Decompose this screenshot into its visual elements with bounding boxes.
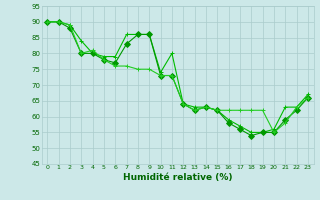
X-axis label: Humidité relative (%): Humidité relative (%): [123, 173, 232, 182]
